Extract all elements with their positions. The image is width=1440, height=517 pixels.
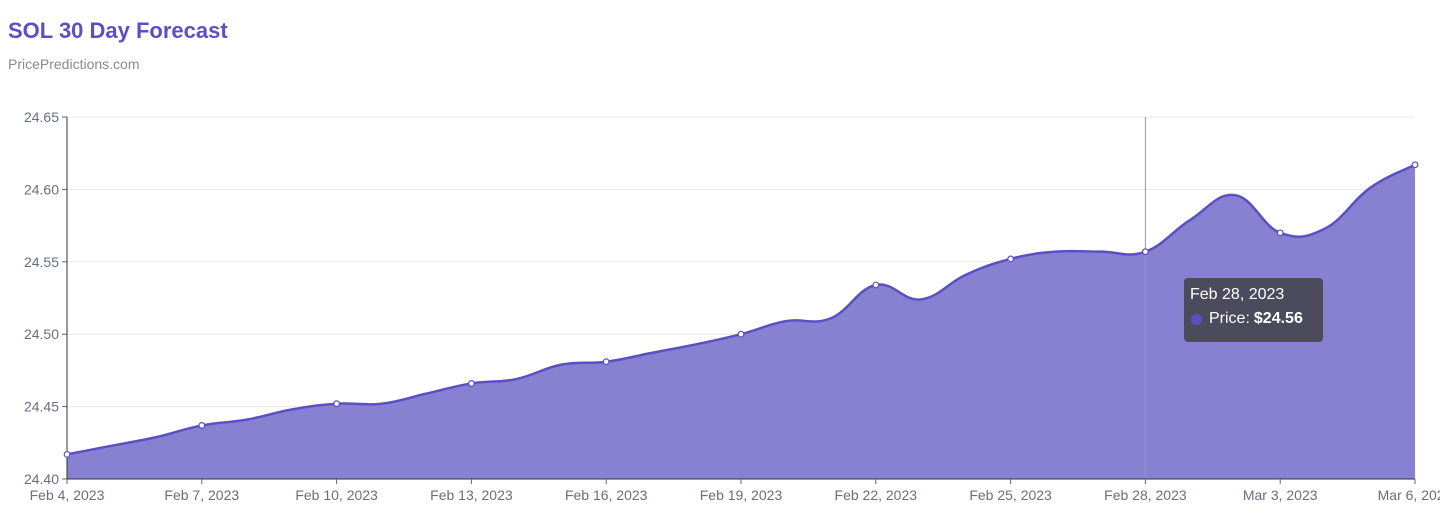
x-tick-label: Feb 16, 2023 [565,487,648,503]
x-tick-label: Mar 3, 2023 [1243,487,1318,503]
x-tick-label: Feb 7, 2023 [164,487,239,503]
axes [66,117,1416,484]
data-point-marker[interactable] [333,400,341,408]
data-point-marker[interactable] [1007,255,1014,263]
tooltip-series-row: Price: $24.56 [1190,310,1317,328]
data-point-marker[interactable] [198,422,206,429]
x-tick-label: Feb 22, 2023 [835,487,918,503]
chart-source: PricePredictions.com [8,56,140,72]
y-axis-tick-labels: 24.40 24.45 24.50 24.55 24.60 24.65 [24,109,59,487]
x-tick-label: Feb 28, 2023 [1104,487,1187,503]
chart-title: SOL 30 Day Forecast [8,18,228,43]
y-tick-label: 24.55 [24,254,59,270]
y-tick-label: 24.40 [24,471,59,487]
y-tick-label: 24.65 [24,109,59,125]
y-tick-label: 24.50 [24,326,59,342]
x-axis-tick-labels: Feb 4, 2023 Feb 7, 2023 Feb 10, 2023 Feb 13… [30,487,1440,503]
data-point-marker[interactable] [602,358,610,366]
data-point-marker[interactable] [737,330,745,338]
x-tick-label: Feb 19, 2023 [700,487,783,503]
data-point-marker[interactable] [1141,248,1149,256]
data-point-marker[interactable] [1411,161,1419,169]
x-tick-label: Feb 13, 2023 [430,487,513,503]
tooltip-series-label: Price: [1209,310,1250,327]
data-point-marker[interactable] [468,380,475,387]
data-point-markers [63,161,1419,458]
y-tick-label: 24.60 [24,181,59,197]
tooltip-value: $24.56 [1253,310,1303,327]
x-tick-label: Feb 25, 2023 [969,487,1052,503]
x-tick-label: Mar 6, 2023 [1378,487,1440,503]
data-point-marker[interactable] [63,450,71,458]
data-point-marker[interactable] [1276,229,1284,237]
y-tick-label: 24.45 [24,399,59,415]
tooltip-date: Feb 28, 2023 [1190,286,1285,303]
data-point-marker[interactable] [872,281,880,289]
price-tooltip: Feb 28, 2023 Price: $24.56 [1184,278,1323,342]
x-tick-label: Feb 4, 2023 [30,487,105,503]
x-tick-label: Feb 10, 2023 [295,487,378,503]
series-color-dot [1191,313,1202,325]
